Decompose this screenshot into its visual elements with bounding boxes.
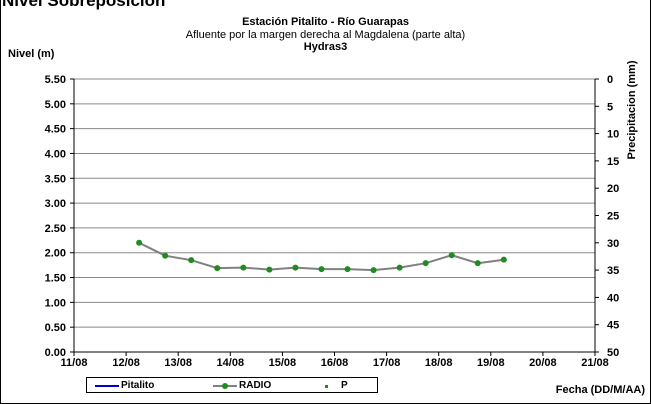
x-tick-label: 14/08	[217, 357, 245, 369]
y-tick-label: 5.00	[45, 99, 66, 111]
y2-tick-label: 35	[607, 265, 619, 277]
y2-tick-label: 45	[607, 320, 619, 332]
y2-tick-label: 30	[607, 238, 619, 250]
y-tick-label: 1.50	[45, 273, 66, 285]
y2-tick-label: 50	[607, 347, 619, 359]
y2-tick-label: 10	[607, 129, 619, 141]
legend-label-radio: RADIO	[239, 380, 272, 391]
data-point-radio	[188, 257, 195, 264]
data-point-radio	[474, 260, 481, 267]
legend-label-p: P	[341, 380, 348, 391]
cut-off-title: Nivel Sobreposición	[2, 0, 166, 10]
data-point-radio	[422, 260, 429, 267]
y2-tick-label: 5	[607, 101, 613, 113]
legend: Pitalito RADIO P	[86, 377, 378, 393]
y2-tick-label: 20	[607, 183, 619, 195]
x-tick-label: 19/08	[477, 357, 505, 369]
x-axis-label: Fecha (DD/M/AA)	[555, 384, 645, 396]
y-tick-label: 5.50	[45, 74, 66, 86]
y-tick-label: 4.00	[45, 148, 66, 160]
data-point-radio	[396, 264, 403, 271]
data-point-radio	[162, 252, 169, 259]
y-tick-label: 0.50	[45, 322, 66, 334]
x-tick-label: 13/08	[164, 357, 192, 369]
y-tick-label: 3.00	[45, 198, 66, 210]
chart-subtitle-hydras: Hydras3	[303, 41, 348, 53]
chart-subtitle: Afluente por la margen derecha al Magdal…	[185, 29, 466, 41]
y-tick-label: 1.00	[45, 297, 66, 309]
data-point-radio	[292, 264, 299, 271]
y-axis-label: Nivel (m)	[8, 48, 55, 60]
x-tick-label: 16/08	[321, 357, 349, 369]
x-tick-label: 12/08	[112, 357, 140, 369]
legend-item-p: P	[313, 379, 363, 392]
legend-item-pitalito: Pitalito	[93, 379, 163, 392]
data-point-radio	[370, 267, 377, 274]
chart-title: Estación Pitalito - Río Guarapas	[242, 16, 409, 28]
y-tick-label: 0.00	[45, 347, 66, 359]
y-tick-label: 2.00	[45, 248, 66, 260]
x-tick-label: 11/08	[61, 357, 88, 369]
legend-item-radio: RADIO	[211, 379, 291, 392]
y-tick-label: 4.50	[45, 124, 66, 136]
data-point-radio	[214, 265, 221, 272]
y2-tick-label: 15	[607, 156, 619, 168]
x-tick-label: 18/08	[425, 357, 453, 369]
data-point-radio	[448, 252, 455, 259]
y-tick-label: 3.50	[45, 173, 66, 185]
x-tick-label: 21/08	[581, 357, 609, 369]
x-tick-label: 15/08	[269, 357, 297, 369]
data-point-radio	[318, 266, 325, 273]
data-point-radio	[500, 256, 507, 263]
legend-swatch-p	[325, 385, 328, 388]
y2-tick-label: 40	[607, 292, 619, 304]
data-point-radio	[136, 239, 143, 246]
y2-tick-label: 25	[607, 211, 619, 223]
y-tick-label: 2.50	[45, 223, 66, 235]
x-tick-label: 17/08	[373, 357, 401, 369]
data-point-radio	[266, 266, 273, 273]
data-point-radio	[344, 266, 351, 273]
x-tick-label: 20/08	[529, 357, 557, 369]
data-point-radio	[240, 264, 247, 271]
legend-label-pitalito: Pitalito	[121, 380, 155, 391]
legend-swatch-pitalito	[95, 385, 119, 387]
y2-tick-label: 0	[607, 74, 613, 86]
legend-swatch-radio	[213, 383, 237, 389]
